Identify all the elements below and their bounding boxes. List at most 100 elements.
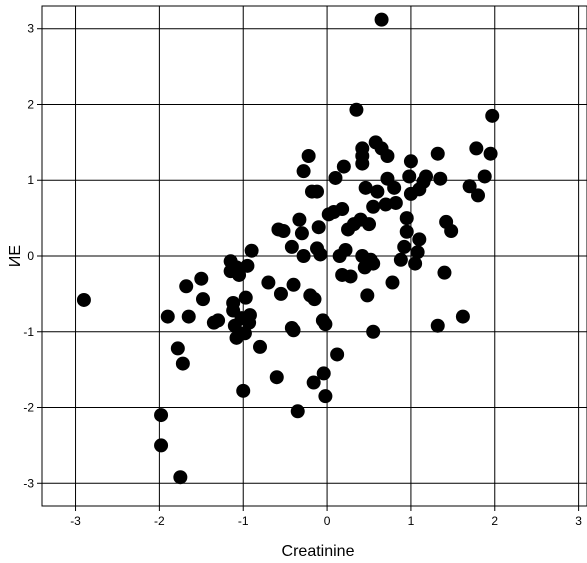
data-point — [296, 249, 311, 263]
y-tick-labels: -3 -2 -1 0 1 2 3 — [23, 22, 34, 491]
data-point — [154, 438, 169, 453]
data-point — [244, 243, 259, 258]
data-point — [306, 375, 321, 390]
data-point — [366, 256, 381, 271]
data-point — [469, 141, 484, 156]
data-point — [236, 383, 251, 398]
y-tick-label: 1 — [27, 173, 34, 187]
x-tick-label: 3 — [575, 514, 582, 528]
data-point — [477, 169, 492, 184]
data-point — [485, 108, 500, 123]
data-point — [385, 275, 400, 290]
data-point — [318, 317, 333, 332]
data-point — [294, 226, 309, 241]
x-tick-label: -3 — [70, 514, 81, 528]
data-point — [261, 275, 276, 290]
data-point — [194, 271, 209, 286]
data-point — [419, 169, 434, 184]
data-point — [307, 292, 322, 307]
data-point — [232, 267, 247, 282]
data-point — [408, 256, 423, 271]
data-point — [338, 242, 353, 257]
data-point — [310, 184, 325, 199]
data-point — [273, 286, 288, 301]
data-point — [362, 217, 376, 232]
data-point — [374, 12, 389, 27]
data-point — [269, 370, 284, 385]
data-point — [179, 279, 194, 294]
data-point — [430, 318, 445, 333]
data-point — [430, 146, 445, 161]
data-point — [290, 404, 305, 419]
data-point — [328, 170, 343, 185]
data-point — [318, 389, 333, 404]
data-point — [355, 149, 370, 163]
data-point — [286, 323, 301, 338]
data-point — [397, 239, 412, 254]
data-point — [393, 252, 408, 267]
data-point — [343, 269, 358, 284]
data-point — [276, 224, 291, 238]
data-point — [402, 169, 417, 184]
x-axis-title: Creatinine — [282, 543, 355, 560]
data-point — [330, 347, 345, 362]
tick-marks — [37, 28, 580, 511]
x-tick-labels: -3 -2 -1 0 1 2 3 — [70, 514, 582, 528]
data-point — [387, 180, 402, 195]
x-tick-label: -1 — [238, 514, 249, 528]
data-point — [181, 309, 196, 324]
y-tick-label: -1 — [23, 325, 34, 339]
data-point — [462, 179, 477, 194]
data-point — [76, 292, 91, 307]
y-axis-title: ИE — [7, 245, 24, 267]
y-tick-label: -3 — [23, 476, 34, 490]
data-point — [380, 149, 395, 163]
y-tick-label: -2 — [23, 401, 34, 415]
y-tick-label: 3 — [27, 22, 34, 36]
data-point — [296, 164, 311, 179]
data-point — [366, 199, 381, 214]
data-point — [483, 146, 498, 161]
data-point — [301, 149, 316, 163]
data-point — [335, 202, 350, 217]
data-point — [336, 159, 351, 174]
grid-lines — [42, 6, 587, 506]
y-tick-label: 2 — [27, 97, 34, 111]
x-tick-label: 2 — [491, 514, 498, 528]
data-point — [399, 224, 414, 239]
data-point — [388, 195, 403, 210]
data-point — [444, 224, 459, 238]
data-point — [410, 245, 425, 260]
data-point — [311, 220, 326, 235]
data-point — [286, 277, 301, 292]
data-point — [358, 180, 373, 195]
data-point — [313, 247, 328, 262]
data-point — [175, 356, 190, 371]
data-point — [455, 309, 470, 324]
data-points — [76, 12, 500, 485]
data-point — [412, 232, 427, 247]
data-point — [316, 366, 331, 381]
data-point — [154, 408, 169, 423]
data-point — [195, 292, 210, 307]
x-tick-label: 0 — [324, 514, 331, 528]
y-tick-label: 0 — [27, 249, 34, 263]
data-point — [211, 313, 226, 328]
data-point — [173, 470, 188, 485]
data-point — [349, 102, 364, 117]
data-point — [403, 154, 418, 169]
data-point — [242, 308, 257, 323]
data-point — [433, 171, 448, 186]
data-point — [292, 212, 307, 227]
data-point — [370, 184, 385, 199]
data-point — [437, 265, 452, 280]
x-tick-label: -2 — [154, 514, 165, 528]
data-point — [366, 324, 381, 339]
data-point — [253, 339, 267, 354]
data-point — [240, 258, 255, 273]
data-point — [399, 211, 414, 226]
data-point — [360, 288, 375, 303]
data-point — [237, 326, 252, 341]
data-point — [238, 290, 253, 305]
